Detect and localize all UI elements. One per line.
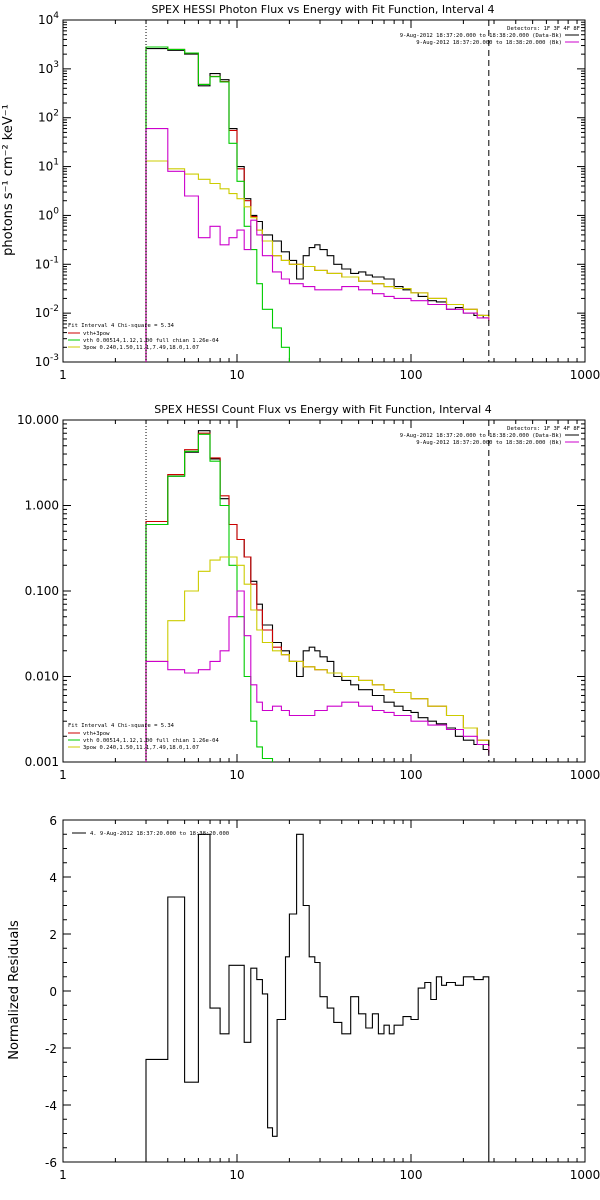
- series-line-3: [145, 160, 490, 362]
- legend-detectors: Detectors: 1F 3F 4F 8F: [507, 26, 580, 32]
- y-tick-label: -6: [45, 1156, 57, 1170]
- y-tick-label: 10.000: [17, 413, 59, 427]
- y-tick-label: 0.100: [25, 584, 59, 598]
- y-tick-label: 0.001: [25, 755, 59, 769]
- y-tick-label: -2: [45, 1042, 57, 1056]
- x-tick-label: 100: [400, 768, 423, 782]
- y-axis-label: photons s⁻¹ cm⁻² keV⁻¹: [1, 104, 16, 256]
- legend-fit-total: vth+3pow: [83, 331, 110, 337]
- legend-topright: Detectors: 1F 3F 4F 8F 9-Aug-2012 18:37:…: [400, 426, 580, 446]
- x-tick-label: 1000: [570, 368, 600, 382]
- series-line-4: [145, 590, 490, 762]
- legend-topleft: 4. 9-Aug-2012 18:37:20.000 to 18:38:20.0…: [72, 831, 229, 837]
- y-tick-label: 10-2: [35, 304, 59, 320]
- series-line-1: [145, 46, 490, 362]
- x-tick-label: 100: [400, 1168, 423, 1182]
- y-tick-label: 100: [38, 206, 59, 222]
- legend-topright: Detectors: 1F 3F 4F 8F 9-Aug-2012 18:37:…: [400, 26, 580, 46]
- x-tick-label: 10: [229, 1168, 244, 1182]
- x-tick-label: 1000: [570, 768, 600, 782]
- series-line-0: [145, 430, 490, 762]
- x-tick-label: 10: [229, 368, 244, 382]
- legend-fit-vth: vth 0.00514,1.12,1.00 full chian 1.26e-0…: [83, 338, 219, 344]
- y-tick-label: -4: [45, 1099, 57, 1113]
- y-tick-label: 0.010: [25, 670, 59, 684]
- count-flux-chart: SPEX HESSI Count Flux vs Energy with Fit…: [17, 403, 600, 782]
- y-tick-label: 1.000: [25, 499, 59, 513]
- legend-interval: 4. 9-Aug-2012 18:37:20.000 to 18:38:20.0…: [90, 831, 229, 837]
- y-tick-label: 4: [49, 871, 57, 885]
- series-line-0: [145, 48, 489, 362]
- series-line-1: [145, 432, 490, 762]
- residuals-chart: Normalized Residuals 1 10 100 1000 -6 -4 -2 0 2 4…: [7, 814, 600, 1182]
- y-tick-label: 101: [38, 158, 59, 174]
- y-axis-label: Normalized Residuals: [7, 920, 22, 1060]
- legend-fit-vth: vth 0.00514,1.12,1.00 full chian 1.26e-0…: [83, 738, 219, 744]
- legend-bottomleft: Fit Interval 4 Chi-square = 5.34 vth+3po…: [68, 723, 219, 751]
- x-tick-label: 1: [59, 1168, 67, 1182]
- y-tick-label: 0: [49, 985, 57, 999]
- legend-data-bk: 9-Aug-2012 18:37:20.000 to 18:38:20.000 …: [400, 33, 562, 39]
- series-line-3: [145, 556, 490, 762]
- legend-fit-3pow: 3pow 0.240,1.50,11.1,7.49,18.0,1.07: [83, 745, 199, 751]
- plot-frame: [62, 819, 586, 1163]
- series-line-4: [145, 128, 490, 362]
- x-tick-label: 1: [59, 768, 67, 782]
- series-line-2: [145, 433, 274, 762]
- legend-bottomleft: Fit Interval 4 Chi-square = 5.34 vth+3po…: [68, 323, 219, 351]
- series-line-2: [145, 46, 290, 362]
- legend-fit-header: Fit Interval 4 Chi-square = 5.34: [68, 723, 175, 729]
- y-tick-label: 104: [38, 11, 59, 27]
- y-tick-label: 10-1: [35, 255, 59, 271]
- legend-fit-header: Fit Interval 4 Chi-square = 5.34: [68, 323, 175, 329]
- x-tick-label: 1: [59, 368, 67, 382]
- legend-data-bk: 9-Aug-2012 18:37:20.000 to 18:38:20.000 …: [400, 433, 562, 439]
- photon-flux-chart: SPEX HESSI Photon Flux vs Energy with Fi…: [1, 3, 600, 382]
- x-tick-label: 1000: [570, 1168, 600, 1182]
- legend-fit-3pow: 3pow 0.240,1.50,11.1,7.49,18.0,1.07: [83, 345, 199, 351]
- plot-frame: [62, 19, 586, 363]
- x-tick-label: 10: [229, 768, 244, 782]
- y-tick-label: 10-3: [35, 353, 59, 369]
- legend-bk: 9-Aug-2012 18:37:20.000 to 18:38:20.000 …: [416, 40, 562, 46]
- series-line-0: [145, 833, 490, 1162]
- y-tick-label: 103: [38, 60, 59, 76]
- y-tick-label: 6: [49, 814, 57, 828]
- x-tick-label: 100: [400, 368, 423, 382]
- legend-detectors: Detectors: 1F 3F 4F 8F: [507, 426, 580, 432]
- chart-title: SPEX HESSI Count Flux vs Energy with Fit…: [154, 403, 491, 416]
- legend-fit-total: vth+3pow: [83, 731, 110, 737]
- y-tick-label: 2: [49, 928, 57, 942]
- y-tick-label: 102: [38, 109, 59, 125]
- legend-bk: 9-Aug-2012 18:37:20.000 to 18:38:20.000 …: [416, 440, 562, 446]
- chart-title: SPEX HESSI Photon Flux vs Energy with Fi…: [151, 3, 494, 16]
